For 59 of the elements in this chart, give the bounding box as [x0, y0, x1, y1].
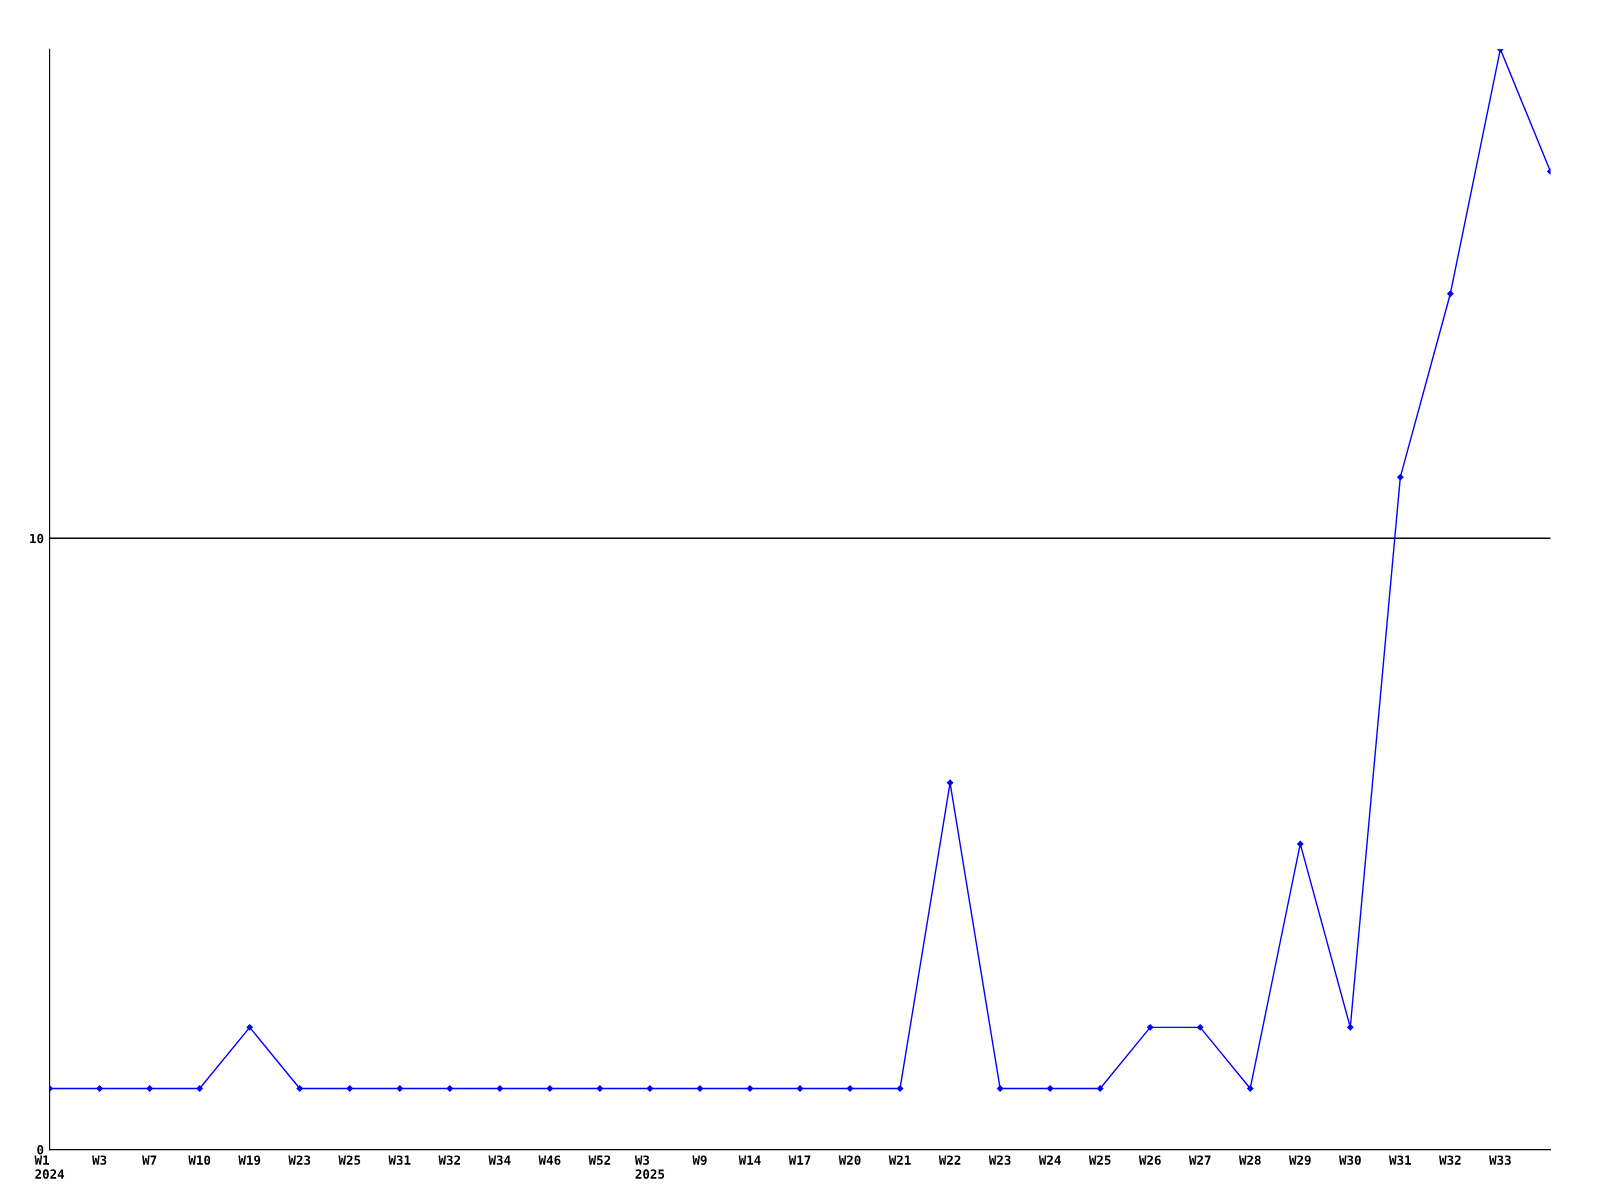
point: [196, 1085, 203, 1092]
x-tick-label: W27: [1188, 1155, 1211, 1165]
x-tick-label: W7: [142, 1155, 157, 1165]
point: [846, 1085, 854, 1092]
x-tick-label: W24: [1038, 1155, 1061, 1165]
x-tick-label: W23: [988, 1155, 1011, 1165]
y-tick-label: 0: [37, 1145, 44, 1155]
point: [996, 1085, 1004, 1092]
x-tick-label: W20: [838, 1155, 861, 1165]
point: [146, 1085, 153, 1092]
x-tick-label: W3 2025: [634, 1155, 665, 1179]
point: [1397, 473, 1404, 481]
point: [1297, 840, 1304, 848]
x-tick-label: W31: [388, 1155, 411, 1165]
point: [296, 1085, 303, 1092]
x-tick-label: W26: [1138, 1155, 1161, 1165]
x-tick-label: W19: [238, 1155, 261, 1165]
x-tick-label: W32: [438, 1155, 461, 1165]
x-tick-label: W31: [1389, 1155, 1412, 1165]
x-tick-label: W25: [1088, 1155, 1111, 1165]
x-tick-label: W22: [938, 1155, 961, 1165]
x-tick-label: W34: [488, 1155, 511, 1165]
point: [1147, 1024, 1154, 1031]
x-tick-label: W10: [188, 1155, 211, 1165]
x-tick-label: W52: [588, 1155, 611, 1165]
point: [1197, 1024, 1204, 1031]
point: [596, 1085, 604, 1092]
point: [696, 1085, 704, 1092]
point: [1247, 1085, 1254, 1092]
point: [746, 1085, 754, 1092]
point: [246, 1024, 253, 1031]
point: [1046, 1085, 1054, 1092]
x-tick-label: W3: [92, 1155, 107, 1165]
point: [1447, 290, 1454, 297]
point: [446, 1085, 453, 1092]
point: [1097, 1085, 1104, 1092]
x-tick-label: W30: [1339, 1155, 1361, 1165]
x-tick-label: W17: [788, 1155, 811, 1165]
point: [346, 1085, 353, 1092]
x-tick-label: W33: [1489, 1155, 1511, 1165]
x-tick-label: W1 2024: [34, 1155, 65, 1179]
point: [896, 1085, 904, 1092]
x-tick-label: W21: [888, 1155, 911, 1165]
point: [496, 1085, 503, 1092]
x-tick-label: W14: [738, 1155, 761, 1165]
point: [646, 1085, 654, 1092]
point: [396, 1085, 403, 1092]
x-tick-label: W25: [338, 1155, 361, 1165]
x-tick-label: W29: [1288, 1155, 1311, 1165]
x-tick-label: W46: [538, 1155, 561, 1165]
point: [946, 779, 954, 786]
x-tick-label: W32: [1439, 1155, 1461, 1165]
point: [546, 1085, 554, 1092]
y-tick-label: 10: [30, 533, 44, 544]
point: [96, 1085, 103, 1092]
x-tick-label: W9: [692, 1155, 707, 1165]
x-tick-label: W23: [288, 1155, 311, 1165]
x-tick-label: W28: [1238, 1155, 1261, 1165]
point: [1347, 1024, 1354, 1031]
